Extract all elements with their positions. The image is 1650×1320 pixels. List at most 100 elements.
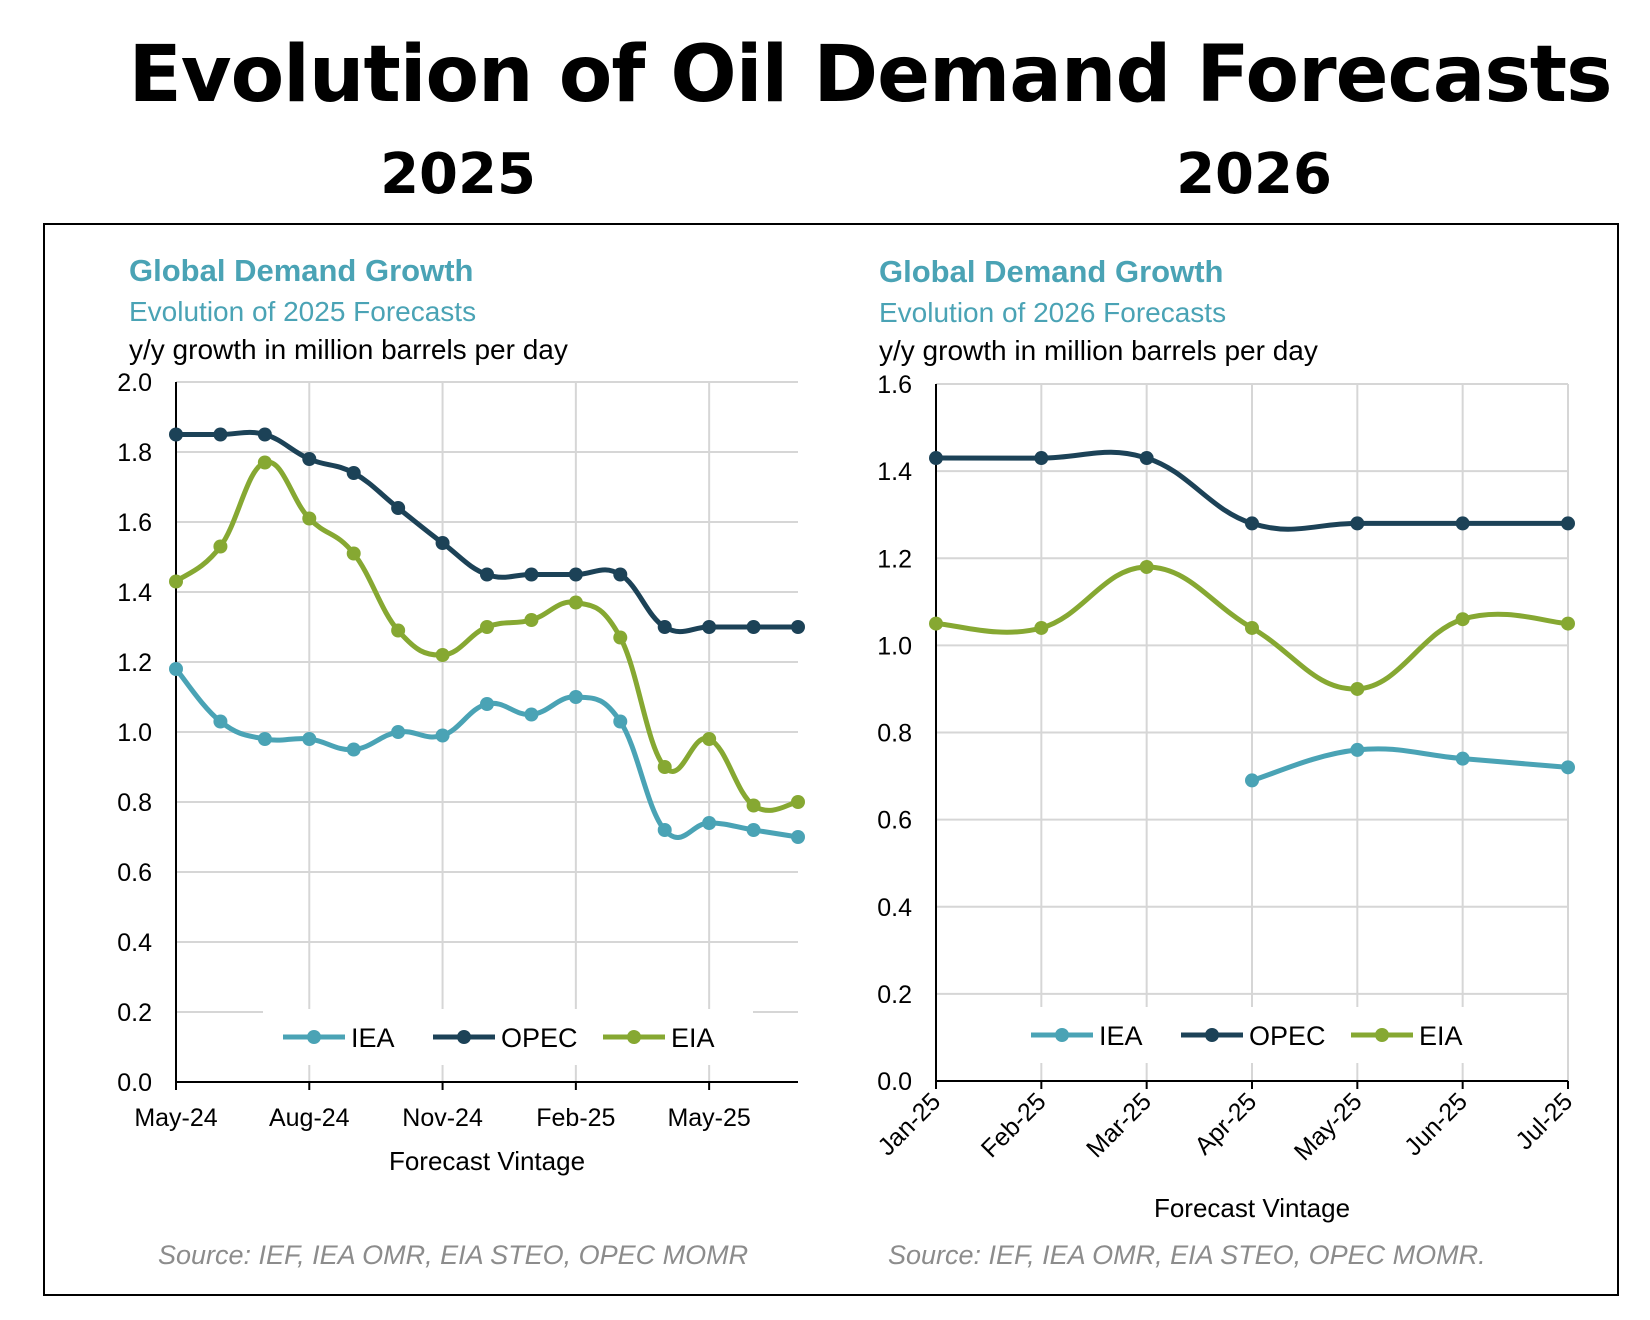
y-tick-label: 1.4: [877, 458, 912, 486]
chart-units-label: y/y growth in million barrels per day: [129, 334, 568, 365]
legend-label-eia: EIA: [671, 1023, 715, 1053]
x-tick-label: May-25: [1289, 1087, 1368, 1166]
x-tick-label: Apr-25: [1189, 1087, 1262, 1160]
chart-title: Global Demand Growth: [129, 253, 473, 288]
x-tick-label: Jun-25: [1399, 1087, 1473, 1161]
y-tick-label: 0.4: [117, 929, 152, 957]
y-tick-label: 1.6: [117, 509, 152, 537]
data-point-eia: [302, 511, 317, 526]
y-tick-label: 1.8: [117, 439, 152, 467]
x-axis-title: Forecast Vintage: [389, 1146, 585, 1176]
data-point-eia: [568, 595, 583, 610]
data-point-iea: [568, 690, 583, 704]
data-point-eia: [1455, 612, 1470, 627]
data-point-iea: [1245, 773, 1259, 788]
x-tick-label: Aug-24: [269, 1104, 350, 1132]
data-point-eia: [257, 455, 272, 470]
data-point-iea: [791, 830, 805, 844]
data-point-eia: [169, 574, 183, 589]
page-title: Evolution of Oil Demand Forecasts: [128, 30, 1612, 120]
data-point-iea: [169, 662, 183, 676]
legend-marker-eia: [627, 1030, 641, 1044]
y-tick-label: 1.2: [877, 545, 912, 573]
legend-label-opec: OPEC: [501, 1023, 578, 1053]
legend-marker-iea: [307, 1030, 321, 1044]
legend-label-iea: IEA: [1099, 1021, 1143, 1051]
x-tick-label: Feb-25: [536, 1104, 615, 1132]
data-point-eia: [1139, 559, 1154, 574]
data-point-iea: [702, 816, 717, 830]
data-point-opec: [391, 501, 406, 515]
data-point-opec: [213, 427, 228, 442]
data-point-opec: [435, 536, 450, 550]
data-point-eia: [702, 732, 717, 746]
year-label-left: 2025: [380, 142, 536, 207]
data-point-opec: [746, 620, 761, 634]
data-point-opec: [1245, 516, 1259, 531]
data-point-eia: [791, 795, 805, 809]
y-tick-label: 2.0: [117, 369, 152, 397]
source-note-2025: Source: IEF, IEA OMR, EIA STEO, OPEC MOM…: [158, 1240, 749, 1270]
data-point-iea: [1455, 751, 1470, 766]
data-point-eia: [1034, 620, 1049, 635]
legend-label-opec: OPEC: [1249, 1021, 1326, 1051]
data-point-opec: [929, 451, 943, 466]
data-point-eia: [1245, 620, 1259, 635]
data-point-iea: [302, 732, 317, 746]
data-point-opec: [480, 567, 494, 582]
data-point-iea: [346, 742, 361, 757]
data-point-iea: [657, 823, 672, 837]
chart-subtitle: Evolution of 2026 Forecasts: [879, 297, 1226, 328]
legend-label-eia: EIA: [1419, 1021, 1463, 1051]
series-line-iea: [1249, 746, 1571, 783]
chart-2026: Global Demand Growth Evolution of 2026 Fo…: [872, 254, 1578, 1223]
data-point-eia: [1350, 681, 1365, 696]
x-tick-label: May-24: [134, 1104, 217, 1132]
data-point-opec: [657, 620, 672, 634]
data-point-iea: [391, 725, 406, 739]
chart-2025: Global Demand Growth Evolution of 2025 Fo…: [117, 253, 805, 1176]
y-tick-label: 0.6: [117, 859, 152, 887]
x-tick-label: Nov-24: [402, 1104, 483, 1132]
legend-marker-iea: [1055, 1028, 1069, 1042]
data-point-iea: [524, 707, 539, 722]
y-tick-label: 0.2: [877, 981, 912, 1009]
source-note-2026: Source: IEF, IEA OMR, EIA STEO, OPEC MOM…: [888, 1240, 1486, 1270]
data-point-eia: [657, 760, 672, 774]
y-tick-label: 0.0: [877, 1068, 912, 1096]
x-tick-label: Feb-25: [976, 1087, 1052, 1163]
data-point-iea: [213, 714, 228, 729]
data-point-opec: [568, 567, 583, 582]
charts-frame: [43, 223, 1619, 1296]
data-point-iea: [613, 714, 628, 729]
data-point-opec: [1034, 451, 1049, 466]
x-tick-label: May-25: [667, 1104, 750, 1132]
y-tick-label: 1.2: [117, 649, 152, 677]
legend-marker-eia: [1375, 1028, 1389, 1042]
legend-marker-opec: [457, 1030, 471, 1044]
data-point-eia: [613, 630, 628, 645]
y-tick-label: 0.2: [117, 999, 152, 1027]
y-tick-label: 0.8: [877, 720, 912, 748]
y-tick-label: 1.6: [877, 371, 912, 399]
data-point-opec: [1561, 516, 1575, 531]
data-point-iea: [1350, 742, 1365, 757]
x-tick-label: Jan-25: [872, 1087, 946, 1161]
data-point-eia: [346, 546, 361, 561]
data-point-opec: [524, 567, 539, 582]
y-tick-label: 0.4: [877, 894, 912, 922]
data-point-iea: [480, 697, 494, 711]
data-point-opec: [791, 620, 805, 634]
data-point-iea: [1561, 760, 1575, 775]
year-label-right: 2026: [1176, 142, 1332, 207]
data-point-iea: [435, 728, 450, 743]
data-point-eia: [746, 798, 761, 813]
data-point-opec: [613, 567, 628, 582]
data-point-opec: [1139, 451, 1154, 466]
legend-label-iea: IEA: [351, 1023, 395, 1053]
data-point-eia: [435, 648, 450, 662]
legend-marker-opec: [1205, 1028, 1219, 1042]
x-axis-title: Forecast Vintage: [1154, 1193, 1350, 1223]
data-point-opec: [1455, 516, 1470, 531]
